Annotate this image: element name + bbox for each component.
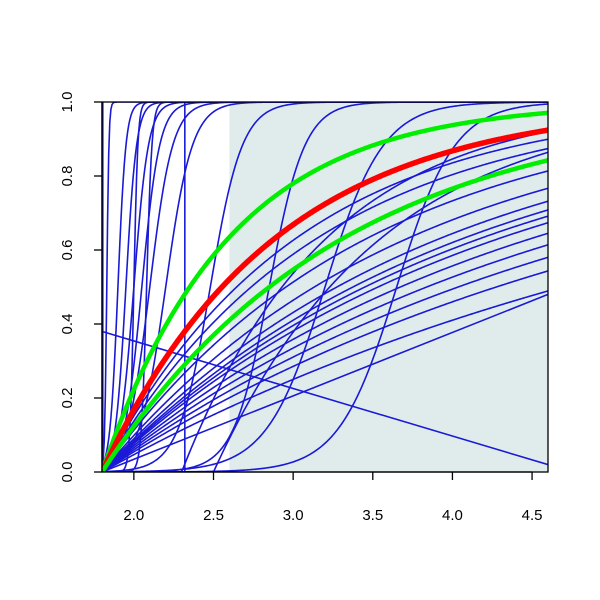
y-tick-label: 0.4 xyxy=(59,314,76,335)
series-line-blue-25 xyxy=(102,221,548,472)
series-line-blue-23 xyxy=(102,209,548,472)
y-tick-label: 0.0 xyxy=(59,462,76,483)
series-line-blue-5 xyxy=(102,102,548,469)
series-line-blue-21 xyxy=(102,187,548,472)
series-line-red-34 xyxy=(102,127,548,472)
x-tick-label: 3.5 xyxy=(362,507,383,524)
series-line-blue-4 xyxy=(102,102,548,469)
axes: 2.0 2.5 3.0 3.5 4.0 4.5 0.0 0.2 0.4 0.6 0.8 1.0 xyxy=(59,92,549,524)
series-line-blue-18 xyxy=(102,147,548,472)
series-line-blue-24 xyxy=(102,215,548,472)
x-tick-label: 3.0 xyxy=(283,507,304,524)
y-tick-label: 0.6 xyxy=(59,240,76,261)
series-line-blue-30 xyxy=(102,290,548,472)
series-line-blue-22 xyxy=(102,200,548,472)
series-line-blue-15 xyxy=(102,130,548,472)
series-line-blue-10 xyxy=(102,102,548,472)
series-line-blue-32 xyxy=(102,330,548,466)
series-line-blue-28 xyxy=(102,256,548,472)
series-line-blue-20 xyxy=(102,170,548,472)
series-line-blue-31 xyxy=(102,293,548,472)
y-tick-label: 0.8 xyxy=(59,166,76,187)
y-tick-label: 0.2 xyxy=(59,388,76,409)
series-line-green-35 xyxy=(102,158,548,472)
series-line-blue-27 xyxy=(102,244,548,472)
series-line-blue-7 xyxy=(102,102,548,470)
y-tick-label: 1.0 xyxy=(59,92,76,113)
series-line-blue-6 xyxy=(102,102,548,468)
series-line-blue-26 xyxy=(102,232,548,472)
x-tick-label: 2.0 xyxy=(123,507,144,524)
plot-area xyxy=(102,102,548,472)
x-tick-label: 2.5 xyxy=(203,507,224,524)
x-tick-label: 4.5 xyxy=(522,507,543,524)
series-line-green-33 xyxy=(102,110,548,472)
x-tick-label: 4.0 xyxy=(442,507,463,524)
series-line-blue-29 xyxy=(102,270,548,472)
series-line-blue-13 xyxy=(102,102,548,472)
